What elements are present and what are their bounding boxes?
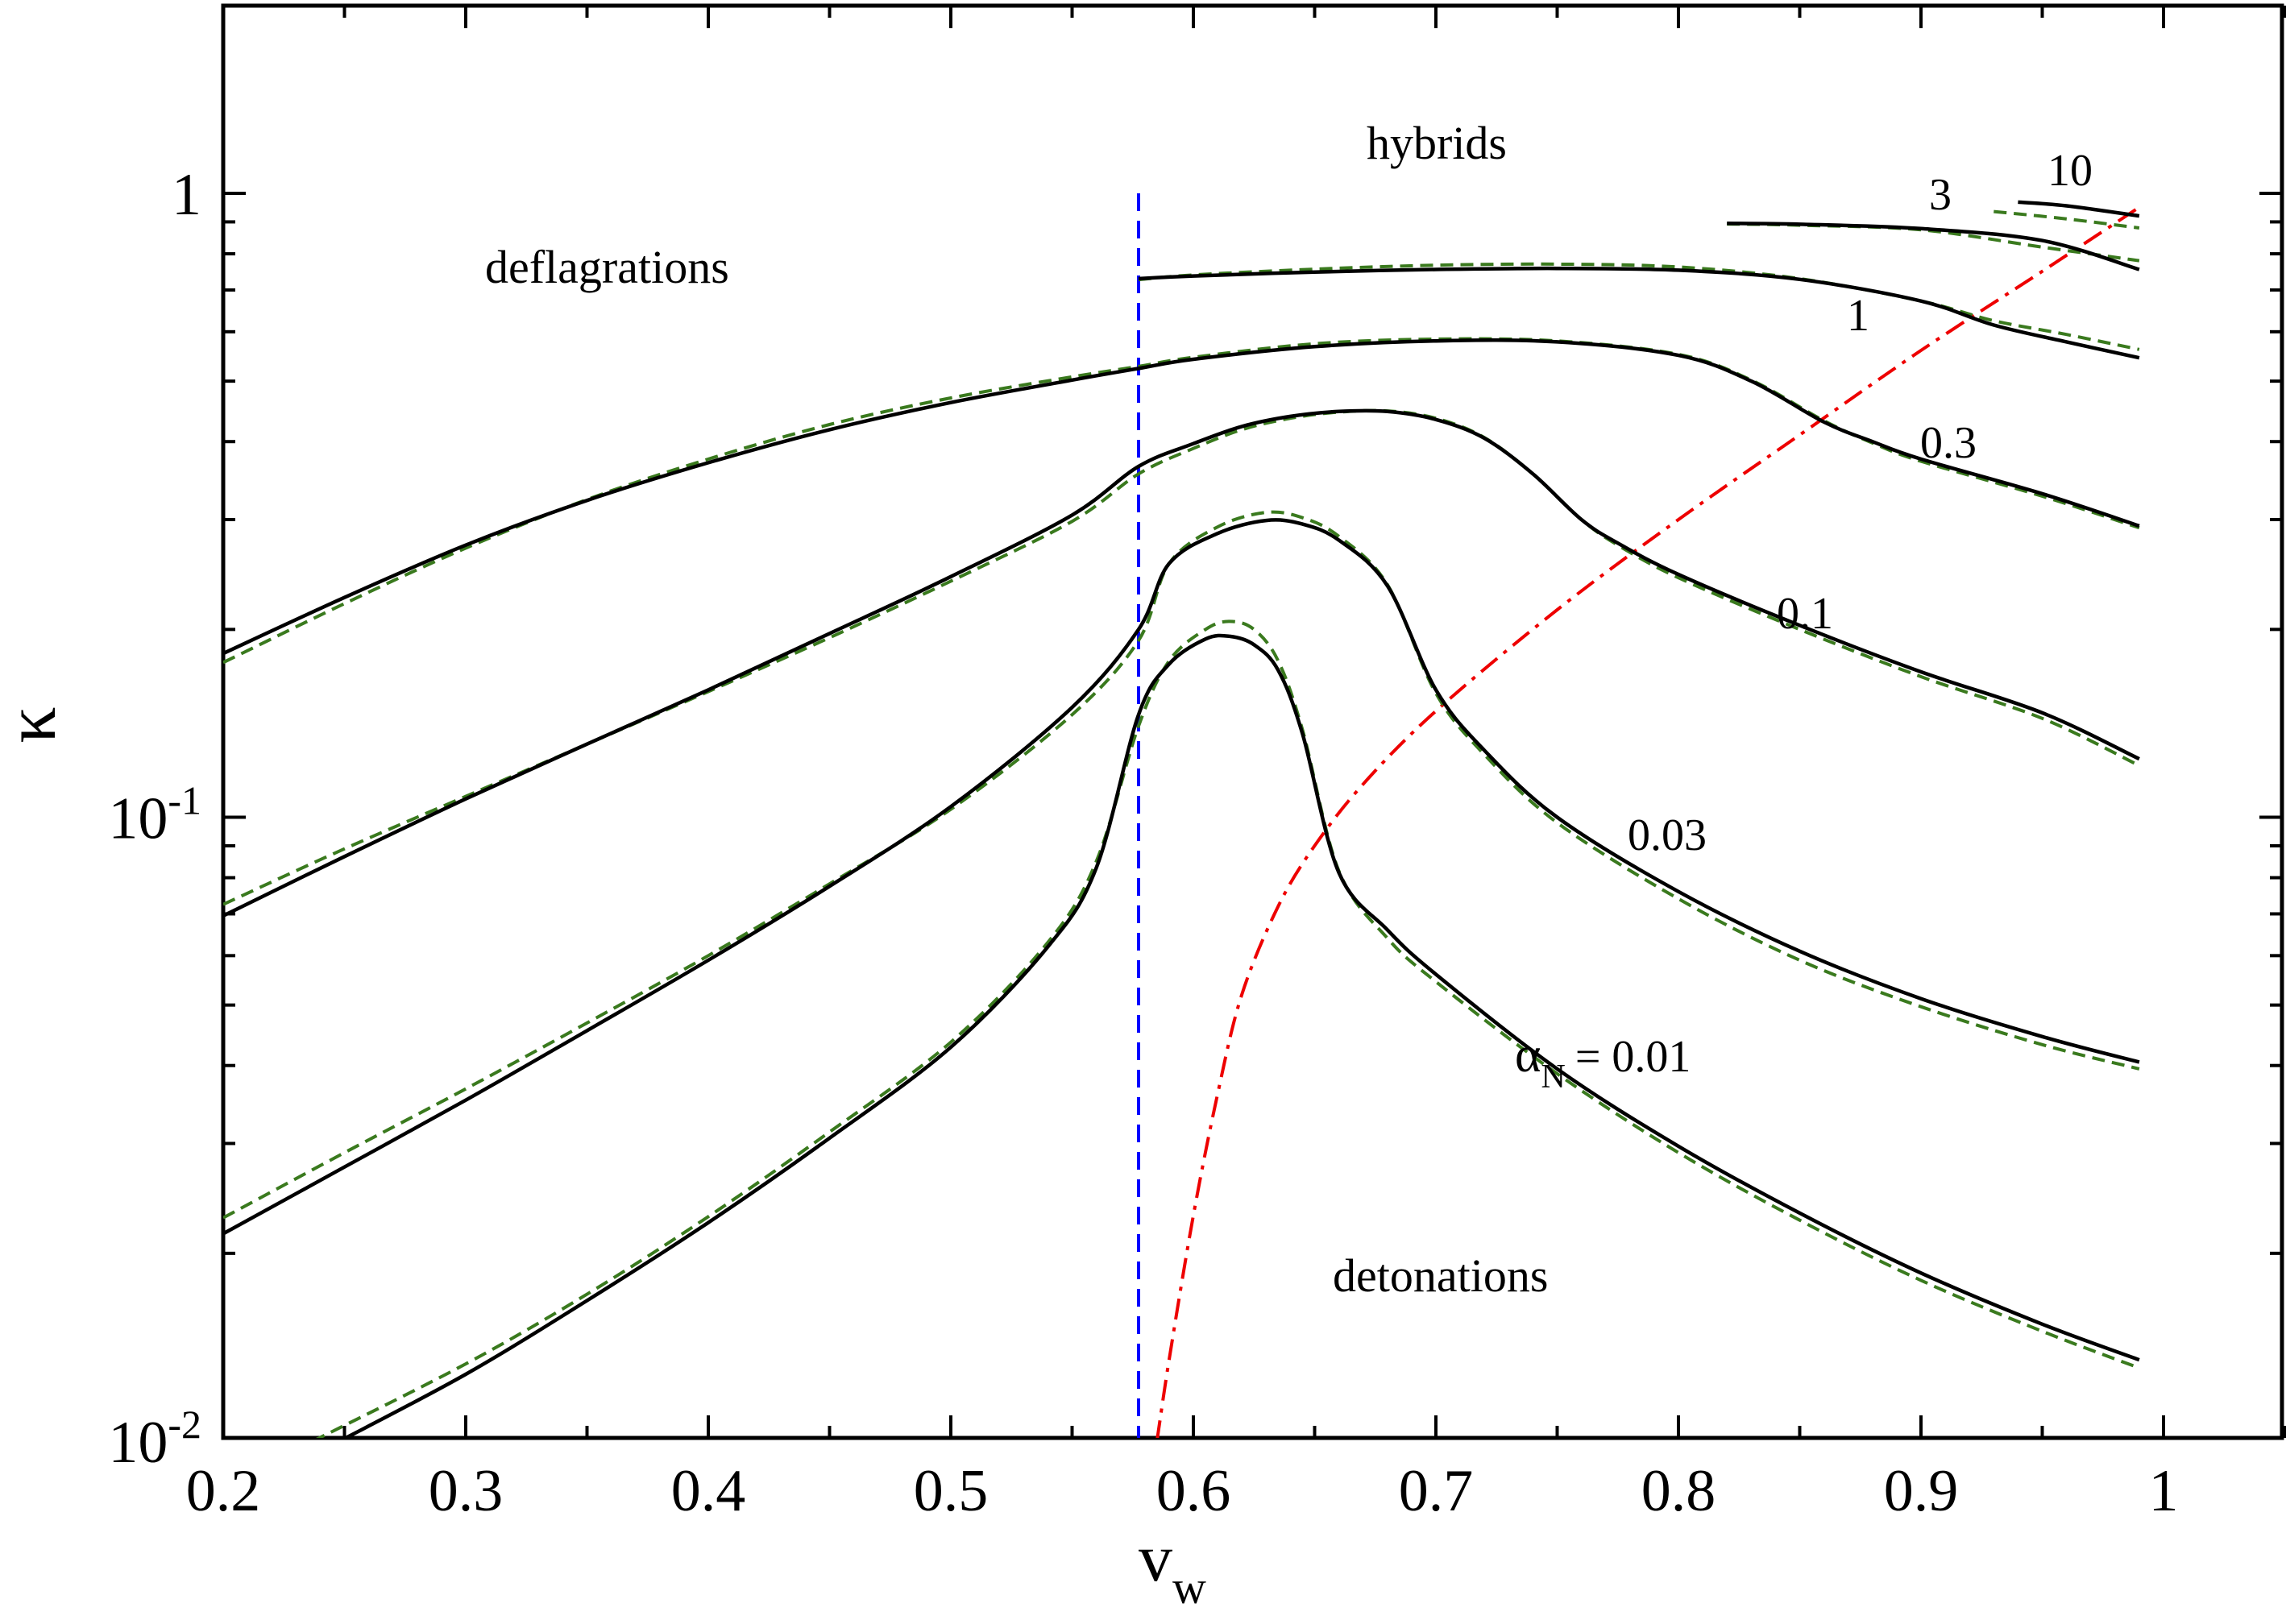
fit-curve-alpha-10 bbox=[1994, 209, 2140, 230]
fit-curve-alpha-0p01 bbox=[315, 619, 2140, 1438]
fit-curve-alpha-0p1 bbox=[223, 408, 2140, 906]
x-tick-label: 0.2 bbox=[186, 1458, 261, 1524]
y-tick-label-base: 10 bbox=[108, 1410, 168, 1476]
numerical-curve-alpha-1 bbox=[1138, 266, 2140, 360]
curve-label-0.01: αN = 0.01 bbox=[1515, 1028, 1691, 1096]
curve-label-1: 1 bbox=[1847, 291, 1869, 341]
numerical-curve-alpha-0p3 bbox=[223, 338, 2140, 656]
x-tick-label: 1 bbox=[2149, 1458, 2179, 1524]
x-axis-title-sub: w bbox=[1172, 1561, 1206, 1614]
numerical-curve-alpha-0p03 bbox=[223, 518, 2140, 1236]
numerical-curve-alpha-0p1 bbox=[223, 408, 2140, 918]
y-axis-title: κ bbox=[0, 706, 71, 743]
numerical-curve-alpha-10 bbox=[2018, 200, 2140, 218]
curve-label-0.1: 0.1 bbox=[1777, 589, 1833, 639]
jouguet-curve bbox=[1155, 205, 2140, 1438]
curve-label-10: 10 bbox=[2047, 146, 2093, 196]
alpha-value: = 0.01 bbox=[1575, 1032, 1691, 1082]
x-axis-title: vw bbox=[1139, 1521, 1206, 1614]
ticks-layer bbox=[222, 3, 2286, 1438]
curve-label-3: 3 bbox=[1929, 170, 1952, 220]
region-label-hybrids: hybrids bbox=[1367, 117, 1507, 169]
fit-curve-alpha-0p03 bbox=[223, 510, 2140, 1220]
region-label-deflagrations: deflagrations bbox=[485, 241, 729, 293]
fit-curve-alpha-3 bbox=[1727, 222, 2140, 263]
y-tick-label: 10-2 bbox=[108, 1402, 201, 1476]
y-tick-label: 1 bbox=[172, 162, 201, 228]
plot-frame bbox=[221, 3, 2284, 1440]
curve-label-0.03: 0.03 bbox=[1628, 810, 1707, 860]
y-tick-label: 10-1 bbox=[108, 778, 201, 852]
x-tick-label: 0.9 bbox=[1884, 1458, 1959, 1524]
y-tick-label-base: 1 bbox=[172, 162, 201, 228]
x-tick-label: 0.7 bbox=[1399, 1458, 1474, 1524]
x-tick-label: 0.5 bbox=[914, 1458, 989, 1524]
x-axis-title-main: v bbox=[1139, 1521, 1172, 1596]
alpha-subscript: N bbox=[1541, 1058, 1565, 1096]
x-tick-label: 0.8 bbox=[1641, 1458, 1716, 1524]
alpha-symbol: α bbox=[1515, 1028, 1541, 1083]
fit-curve-alpha-0p3 bbox=[223, 337, 2140, 665]
y-tick-label-base: 10 bbox=[108, 786, 168, 852]
numerical-curve-alpha-3 bbox=[1727, 222, 2140, 271]
numerical-curve-alpha-0p01 bbox=[342, 633, 2140, 1438]
x-tick-label: 0.4 bbox=[671, 1458, 746, 1524]
curve-label-0.3: 0.3 bbox=[1920, 418, 1977, 468]
x-tick-label: 0.6 bbox=[1156, 1458, 1231, 1524]
region-label-detonations: detonations bbox=[1333, 1249, 1548, 1302]
x-tick-label: 0.3 bbox=[429, 1458, 504, 1524]
fit-curve-alpha-1 bbox=[1138, 262, 2140, 351]
y-tick-label-exponent: -1 bbox=[168, 778, 201, 823]
curves-layer bbox=[223, 193, 2140, 1438]
clipped-curves bbox=[223, 193, 2140, 1438]
y-tick-label-exponent: -2 bbox=[168, 1402, 201, 1447]
